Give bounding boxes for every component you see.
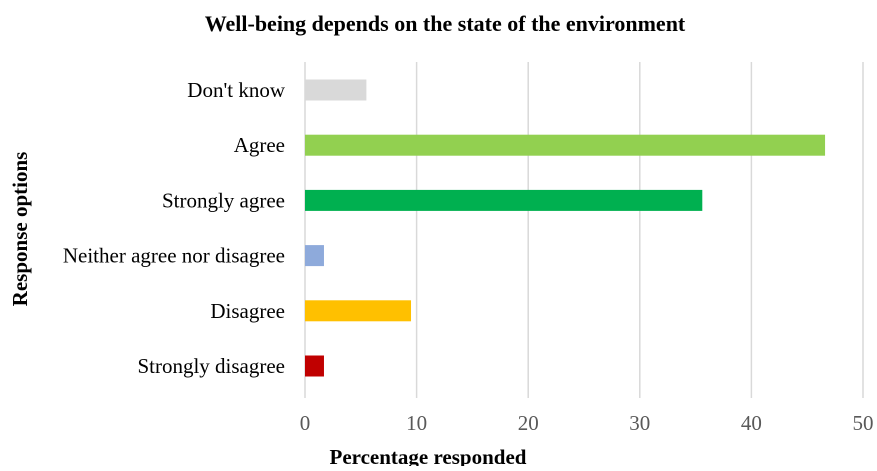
chart-title: Well-being depends on the state of the e… [205, 11, 686, 36]
gridlines [304, 62, 864, 398]
bar-agree [305, 134, 826, 156]
x-tick-label: 40 [741, 411, 762, 435]
category-label: Disagree [210, 299, 285, 323]
bar-disagree [305, 300, 412, 322]
x-tick-label: 10 [406, 411, 427, 435]
x-axis-title: Percentage responded [330, 445, 527, 466]
bar-strongly-agree [305, 189, 703, 211]
category-label: Strongly disagree [137, 354, 285, 378]
category-label: Don't know [187, 78, 286, 102]
x-tick-label: 50 [853, 411, 874, 435]
category-label: Agree [234, 133, 285, 157]
x-tick-label: 20 [518, 411, 539, 435]
bar-neither-agree-nor-disagree [305, 245, 324, 267]
x-tick-labels: 0 10 20 30 40 50 [300, 411, 874, 435]
category-label: Strongly agree [162, 188, 285, 212]
x-tick-label: 0 [300, 411, 311, 435]
x-tick-label: 30 [629, 411, 650, 435]
bar-don-t-know [305, 79, 367, 101]
category-label: Neither agree nor disagree [63, 244, 285, 268]
bar-strongly-disagree [305, 355, 324, 377]
category-labels: Don't know Agree Strongly agree Neither agr… [63, 78, 286, 378]
bars [305, 79, 826, 377]
y-axis-title: Response options [8, 152, 32, 307]
